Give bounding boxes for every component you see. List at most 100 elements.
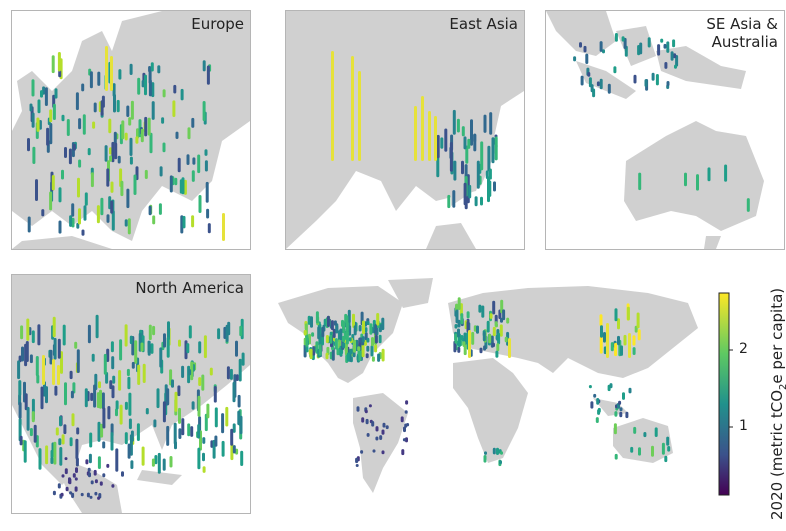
emission-bar <box>494 321 498 327</box>
emission-bar <box>456 118 460 133</box>
emission-bar <box>106 348 110 362</box>
emission-bar <box>174 391 178 412</box>
emission-bar <box>335 323 339 334</box>
emission-bar <box>468 184 472 199</box>
emission-bar <box>77 177 80 198</box>
emission-bar <box>633 74 637 84</box>
emission-bar <box>610 342 614 352</box>
emission-bar <box>61 474 65 478</box>
emission-bar <box>585 53 589 64</box>
emission-bar <box>364 409 368 414</box>
emission-bar <box>178 428 182 439</box>
emission-bar <box>157 452 161 474</box>
emission-bar <box>241 352 245 366</box>
emission-bar <box>403 426 406 433</box>
emission-bar <box>90 392 94 401</box>
emission-bar <box>599 335 603 354</box>
emission-bar <box>59 447 63 466</box>
emission-bar <box>202 437 206 444</box>
emission-bar <box>78 208 81 225</box>
emission-bar <box>347 309 351 324</box>
emission-bar <box>54 88 58 99</box>
emission-bar <box>186 154 190 165</box>
emission-bar <box>84 192 88 206</box>
emission-bar <box>202 60 206 72</box>
emission-bar <box>92 121 96 129</box>
emission-bar <box>187 423 191 437</box>
emission-bar <box>235 448 239 455</box>
emission-bar <box>75 92 79 111</box>
emission-bar <box>449 142 453 172</box>
emission-bar <box>619 411 623 418</box>
emission-bar <box>110 341 114 353</box>
emission-bar <box>162 458 166 471</box>
emission-bar <box>178 339 181 347</box>
emission-bar <box>74 477 78 481</box>
emission-bar <box>489 313 493 319</box>
emission-bar <box>190 426 194 437</box>
emission-bar <box>121 471 124 477</box>
emission-bar <box>111 356 115 370</box>
emission-bar <box>69 370 73 380</box>
emission-bar <box>99 481 103 486</box>
emission-bar <box>129 335 133 345</box>
emission-bar <box>206 208 210 219</box>
emission-bar <box>161 117 165 124</box>
emission-bar <box>93 102 97 113</box>
emission-bar <box>63 424 67 435</box>
emission-bar <box>235 374 239 381</box>
emission-bar <box>75 457 79 467</box>
emission-bar <box>619 407 623 412</box>
emission-bar <box>98 381 101 389</box>
emission-bar <box>102 407 106 429</box>
emission-bar <box>621 36 625 42</box>
emission-bar <box>51 175 55 191</box>
emission-bar <box>74 341 78 349</box>
emission-bar <box>499 460 502 465</box>
emission-bar <box>58 220 62 234</box>
emission-bar <box>87 148 91 156</box>
emission-bar <box>202 452 205 462</box>
emission-bar <box>592 88 596 98</box>
emission-bar <box>206 403 210 419</box>
emission-bar <box>50 457 54 464</box>
emission-bar <box>23 440 27 463</box>
emission-bar <box>41 209 45 217</box>
emission-bar <box>579 42 582 48</box>
colorbar: 2 1 <box>715 290 785 505</box>
emission-bar <box>496 343 500 352</box>
emission-bar <box>492 342 495 348</box>
emission-bar <box>508 338 511 358</box>
emission-bar <box>385 425 389 430</box>
emission-bar <box>90 480 94 485</box>
emission-bar <box>232 445 236 454</box>
emission-bar <box>106 168 110 187</box>
emission-bar <box>178 407 181 424</box>
emission-bar <box>120 180 124 197</box>
emission-bar <box>76 222 80 229</box>
europe-map <box>12 11 250 249</box>
emission-bar <box>38 448 42 470</box>
emission-bar <box>342 342 346 348</box>
emission-bar <box>148 66 152 73</box>
emission-bar <box>203 335 207 359</box>
se-asia-australia-map-panel: SE Asia & Australia <box>545 10 785 250</box>
emission-bar <box>174 177 178 186</box>
emission-bar <box>467 138 471 149</box>
emission-bar <box>470 119 473 146</box>
emission-bar <box>113 131 117 144</box>
emission-bar <box>112 375 116 384</box>
emission-bar <box>495 334 499 341</box>
emission-bar <box>169 456 173 468</box>
emission-bar <box>499 324 503 337</box>
emission-bar <box>74 486 78 492</box>
emission-bar <box>628 333 631 358</box>
east-asia-map <box>286 11 524 249</box>
emission-bar <box>381 450 385 455</box>
emission-bar <box>190 361 194 381</box>
emission-bar <box>494 136 498 161</box>
emission-bar <box>198 341 202 354</box>
emission-bar <box>206 65 210 85</box>
emission-bar <box>375 426 379 432</box>
emission-bar <box>305 346 309 353</box>
